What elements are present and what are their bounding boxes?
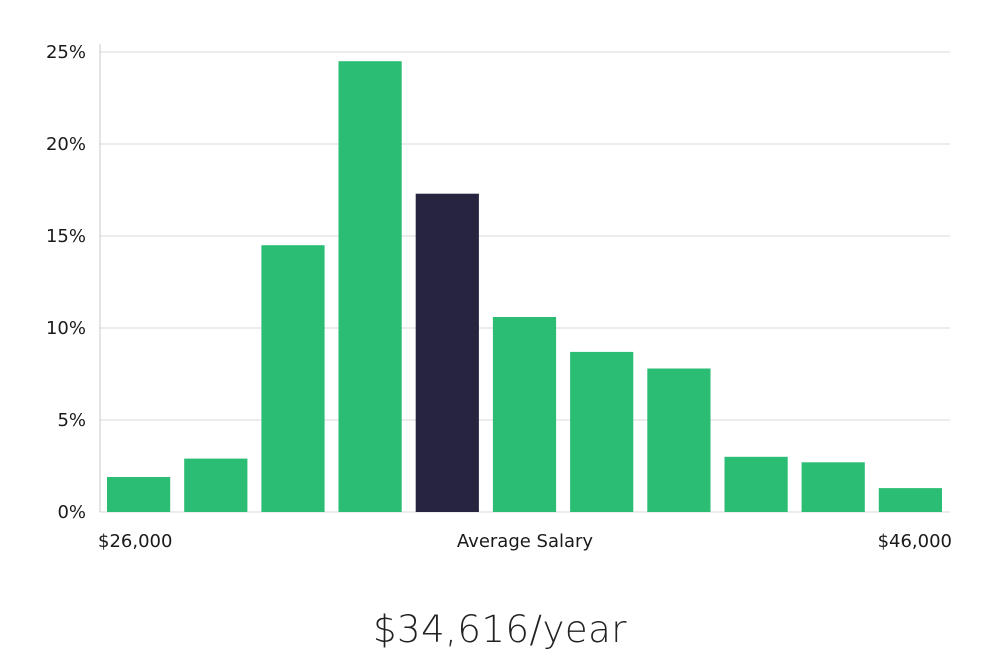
- histogram-bar: [878, 488, 942, 512]
- x-label-max: $46,000: [878, 531, 952, 552]
- histogram-bar: [184, 458, 248, 512]
- y-tick-label: 25%: [46, 42, 86, 63]
- histogram-bar: [492, 317, 557, 512]
- y-tick-label: 5%: [57, 410, 86, 431]
- y-tick-label: 20%: [46, 134, 86, 155]
- histogram-bar: [570, 351, 634, 512]
- x-axis-labels: $26,000 Average Salary $46,000: [98, 531, 952, 552]
- histogram-bar: [261, 245, 325, 512]
- y-tick-label: 10%: [46, 318, 86, 339]
- salary-histogram-chart: 0% 5% 10% 15% 20% 25% $26,000 Average Salary …: [46, 42, 952, 552]
- x-label-average: Average Salary: [457, 531, 594, 552]
- y-tick-label: 15%: [46, 226, 86, 247]
- histogram-bar: [338, 61, 402, 512]
- bars: [107, 61, 942, 512]
- histogram-bar: [801, 462, 865, 512]
- histogram-bar-average: [415, 193, 479, 512]
- x-label-min: $26,000: [98, 531, 172, 552]
- histogram-bar: [107, 477, 171, 512]
- y-axis-ticks: 0% 5% 10% 15% 20% 25%: [46, 42, 86, 523]
- histogram-bar: [724, 456, 788, 512]
- y-tick-label: 0%: [57, 502, 86, 523]
- histogram-bar: [647, 368, 711, 512]
- average-salary-value: $34,616/year: [372, 608, 627, 651]
